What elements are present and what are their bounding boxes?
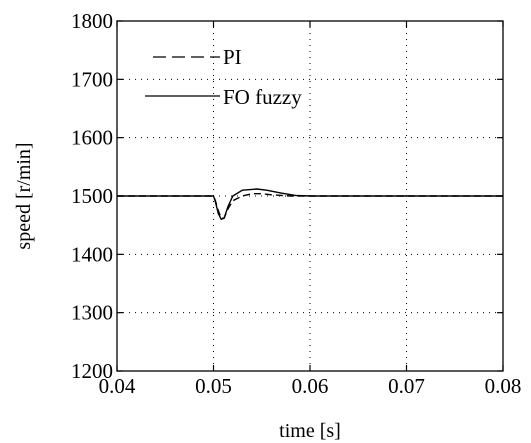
legend-label-fo-fuzzy: FO fuzzy [223,85,302,109]
y-tick-label: 1700 [71,67,113,91]
x-tick-label: 0.05 [195,374,232,398]
x-tick-label: 0.04 [99,374,136,398]
y-axis-label: speed [r/min] [13,142,35,249]
y-tick-label: 1500 [71,184,113,208]
x-tick-label: 0.08 [485,374,522,398]
x-tick-label: 0.06 [292,374,329,398]
legend: PI FO fuzzy [145,45,302,109]
x-tick-label: 0.07 [388,374,425,398]
y-tick-label: 1600 [71,126,113,150]
plot-frame [116,20,504,372]
legend-label-pi: PI [223,45,242,69]
y-tick-label: 1200 [71,359,113,383]
series-line-pi [117,192,503,219]
data-series [117,188,503,221]
y-tick-label: 1300 [71,301,113,325]
tick-labels: 0.04 0.05 0.06 0.07 0.08 1200 1300 1400 1500 1600… [71,9,521,398]
series-line-fo-fuzzy [117,188,503,221]
y-tick-label: 1800 [71,9,113,33]
x-axis-label: time [s] [279,420,341,442]
y-tick-label: 1400 [71,242,113,266]
